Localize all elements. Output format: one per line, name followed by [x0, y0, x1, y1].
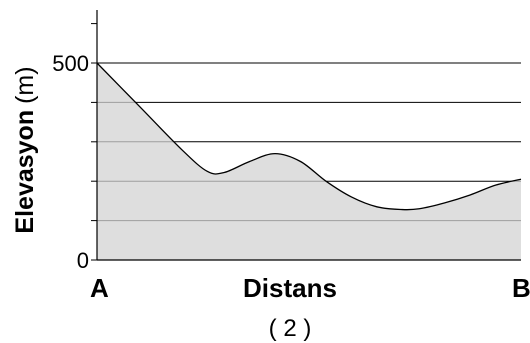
x-axis-label: Distans: [243, 273, 337, 303]
y-axis-label-main: Elevasyon: [11, 110, 39, 234]
y-axis-label: Elevasyon (m): [11, 66, 39, 233]
elevation-area: [97, 63, 521, 260]
elevation-line: [96, 62, 522, 211]
x-start-label: A: [90, 273, 109, 303]
y-ticks: 0 500: [52, 23, 97, 273]
x-end-label: B: [512, 273, 530, 303]
y-axis-label-unit: (m): [11, 66, 39, 103]
figure-caption: ( 2 ): [269, 315, 312, 342]
y-tick-label: 500: [52, 51, 89, 76]
svg-text:Elevasyon(m): Elevasyon (m): [11, 66, 39, 233]
y-tick-label: 0: [77, 248, 89, 273]
